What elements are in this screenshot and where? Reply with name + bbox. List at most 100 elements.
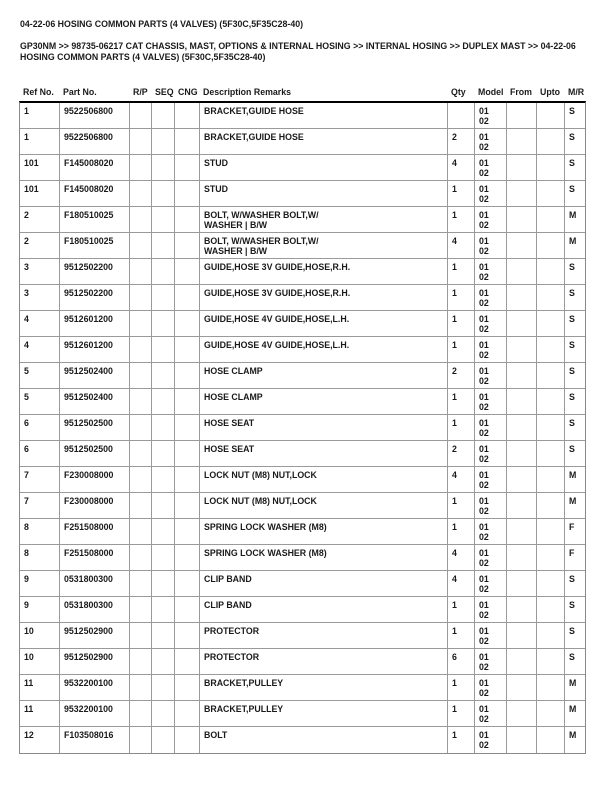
cell-from [507, 259, 537, 284]
cell-upto [537, 285, 565, 310]
cell-model: 01 02 [475, 259, 507, 284]
cell-rp [130, 207, 152, 232]
cell-part: 9522506800 [60, 103, 130, 128]
table-row: 8 F251508000 SPRING LOCK WASHER (M8) 1 01 02 F [20, 519, 585, 545]
cell-desc: STUD [200, 155, 448, 180]
cell-part: 9522506800 [60, 129, 130, 154]
cell-cng [175, 181, 200, 206]
cell-cng [175, 337, 200, 362]
table-row: 3 9512502200 GUIDE,HOSE 3V GUIDE,HOSE,R.H.… [20, 285, 585, 311]
cell-desc: SPRING LOCK WASHER (M8) [200, 545, 448, 570]
cell-desc: BOLT, W/WASHER BOLT,W/WASHER | B/W [200, 233, 448, 258]
cell-rp [130, 545, 152, 570]
cell-cng [175, 207, 200, 232]
cell-seq [152, 363, 175, 388]
cell-desc-line: HOSE CLAMP [204, 392, 263, 402]
cell-seq [152, 623, 175, 648]
cell-part: 9512502400 [60, 389, 130, 414]
cell-qty: 1 [448, 727, 475, 753]
cell-ref: 12 [20, 727, 60, 753]
column-header-mr: M/R [568, 87, 585, 97]
cell-part: 9512601200 [60, 311, 130, 336]
cell-model-line: 02 [479, 298, 489, 308]
cell-qty: 1 [448, 597, 475, 622]
cell-cng [175, 155, 200, 180]
cell-upto [537, 363, 565, 388]
cell-qty: 1 [448, 389, 475, 414]
cell-model-line: 02 [479, 662, 489, 672]
cell-from [507, 389, 537, 414]
cell-from [507, 207, 537, 232]
cell-part: 9512502900 [60, 623, 130, 648]
cell-model-line: 02 [479, 402, 489, 412]
cell-desc: BRACKET,GUIDE HOSE [200, 103, 448, 128]
cell-upto [537, 103, 565, 128]
cell-model-line: 01 [479, 314, 489, 324]
cell-model-line: 02 [479, 246, 489, 256]
cell-mr: S [569, 184, 575, 194]
cell-model-line: 01 [479, 288, 489, 298]
cell-seq [152, 259, 175, 284]
cell-model-line: 01 [479, 522, 489, 532]
cell-part: 9532200100 [60, 675, 130, 700]
cell-mr: S [569, 392, 575, 402]
cell-model-line: 02 [479, 116, 489, 126]
cell-mr: S [569, 574, 575, 584]
cell-desc: BRACKET,PULLEY [200, 701, 448, 726]
cell-from [507, 675, 537, 700]
cell-from [507, 181, 537, 206]
cell-desc-line: LOCK NUT (M8) NUT,LOCK [204, 470, 317, 480]
cell-mr: S [569, 626, 575, 636]
cell-mr: M [569, 730, 577, 740]
cell-upto [537, 441, 565, 466]
table-row: 5 9512502400 HOSE CLAMP 1 01 02 S [20, 389, 585, 415]
cell-from [507, 441, 537, 466]
table-row: 1 9522506800 BRACKET,GUIDE HOSE 2 01 02 S [20, 129, 585, 155]
cell-model-line: 01 [479, 704, 489, 714]
cell-model-line: 02 [479, 350, 489, 360]
cell-ref: 5 [20, 363, 60, 388]
cell-ref: 3 [20, 285, 60, 310]
cell-model-line: 01 [479, 678, 489, 688]
cell-part: 9512502500 [60, 441, 130, 466]
cell-rp [130, 181, 152, 206]
page-title: 04-22-06 HOSING COMMON PARTS (4 VALVES) … [20, 19, 304, 29]
column-header-seq: SEQ [155, 87, 174, 97]
cell-rp [130, 259, 152, 284]
cell-ref: 3 [20, 259, 60, 284]
cell-model-line: 01 [479, 470, 489, 480]
breadcrumb-line-2: HOSING COMMON PARTS (4 VALVES) (5F30C,5F… [20, 52, 266, 62]
cell-from [507, 571, 537, 596]
cell-cng [175, 441, 200, 466]
cell-from [507, 129, 537, 154]
column-header-qty: Qty [451, 87, 466, 97]
cell-part: F251508000 [60, 519, 130, 544]
cell-model-line: 02 [479, 454, 489, 464]
cell-desc-line: HOSE SEAT [204, 444, 255, 454]
table-row: 10 9512502900 PROTECTOR 1 01 02 S [20, 623, 585, 649]
cell-model-line: 01 [479, 548, 489, 558]
cell-mr: S [569, 288, 575, 298]
cell-rp [130, 103, 152, 128]
cell-desc-line: SPRING LOCK WASHER (M8) [204, 548, 327, 558]
cell-desc-line: STUD [204, 184, 228, 194]
cell-desc-line: GUIDE,HOSE 4V GUIDE,HOSE,L.H. [204, 340, 350, 350]
cell-mr: M [569, 210, 577, 220]
cell-model-line: 01 [479, 340, 489, 350]
cell-model: 01 02 [475, 155, 507, 180]
cell-part: 9512502400 [60, 363, 130, 388]
cell-desc-line: GUIDE,HOSE 3V GUIDE,HOSE,R.H. [204, 288, 351, 298]
cell-seq [152, 571, 175, 596]
cell-ref: 11 [20, 701, 60, 726]
cell-mr: F [569, 548, 575, 558]
cell-cng [175, 103, 200, 128]
cell-desc-line: WASHER | B/W [204, 246, 268, 256]
cell-model-line: 01 [479, 392, 489, 402]
cell-part: 9532200100 [60, 701, 130, 726]
cell-seq [152, 155, 175, 180]
cell-model-line: 02 [479, 558, 489, 568]
cell-part: F103508016 [60, 727, 130, 753]
cell-upto [537, 519, 565, 544]
cell-model-line: 02 [479, 740, 489, 750]
breadcrumb-line-1: GP30NM >> 98735-06217 CAT CHASSIS, MAST,… [20, 41, 576, 51]
